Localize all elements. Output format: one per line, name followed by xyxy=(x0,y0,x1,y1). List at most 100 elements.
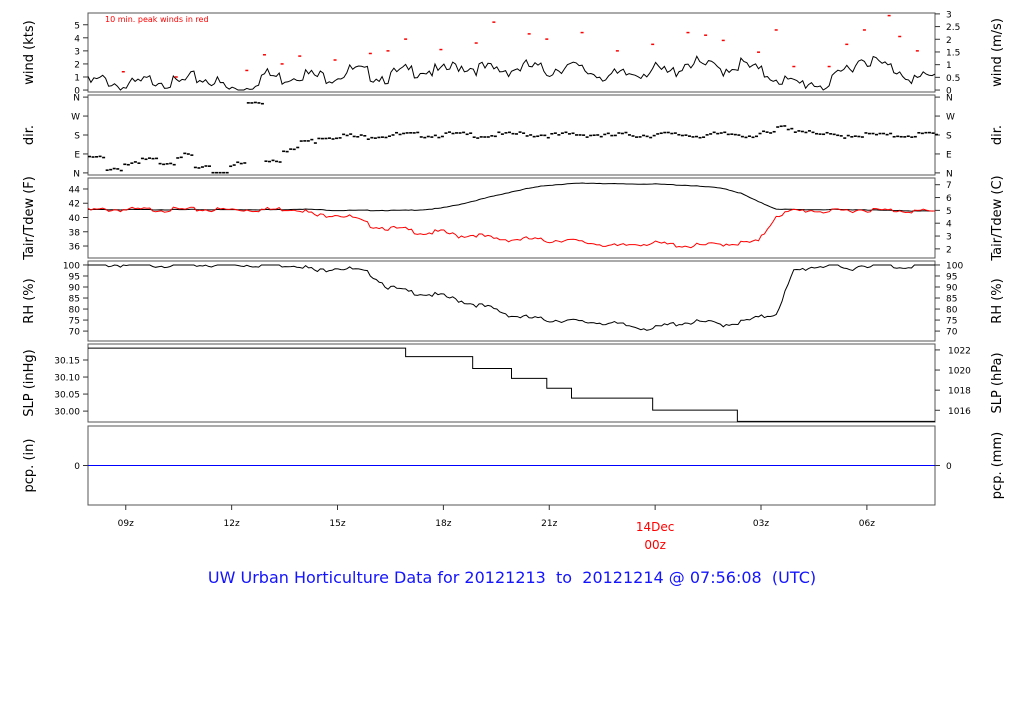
wind-direction-point xyxy=(783,125,787,127)
wind-direction-point xyxy=(867,132,871,135)
wind-direction-point xyxy=(709,133,713,135)
wind-direction-point xyxy=(539,134,543,137)
wind-direction-point xyxy=(412,132,416,134)
wind-direction-point xyxy=(169,162,173,165)
y-tick-label: 30.05 xyxy=(54,391,80,401)
wind-direction-point xyxy=(299,140,303,142)
wind-direction-point xyxy=(282,150,286,153)
y-tick-label-right: W xyxy=(946,113,955,123)
y-tick-label-right: 80 xyxy=(946,306,958,316)
x-tick-label: 09z xyxy=(118,519,134,529)
wind-direction-point xyxy=(465,133,469,136)
wind-direction-point xyxy=(712,131,716,134)
wind-direction-point xyxy=(423,136,427,139)
wind-direction-point xyxy=(811,131,815,134)
wind-direction-point xyxy=(553,132,557,134)
y-tick-label: 42 xyxy=(69,200,80,210)
wind-direction-point xyxy=(303,140,307,142)
wind-direction-point xyxy=(550,132,554,135)
x-date-label: 14Dec xyxy=(636,520,675,534)
y-tick-label-right: 2.5 xyxy=(946,23,960,33)
y-tick-label-right: 2 xyxy=(946,36,952,46)
y-tick-label: 3 xyxy=(74,47,80,57)
wind-direction-point xyxy=(642,134,646,137)
wind-direction-point xyxy=(260,102,264,105)
wind-direction-point xyxy=(486,136,490,138)
wind-direction-point xyxy=(377,136,381,139)
wind-direction-point xyxy=(455,132,459,134)
wind-direction-point xyxy=(603,133,607,136)
y-tick-label: 70 xyxy=(69,328,81,338)
wind-direction-point xyxy=(924,131,928,134)
sea-level-pressure-line xyxy=(88,347,935,422)
wind-direction-point xyxy=(176,157,180,159)
wind-direction-point xyxy=(430,136,434,138)
wind-direction-point xyxy=(822,133,826,136)
wind-direction-point xyxy=(564,131,568,134)
wind-ylabel-right: wind (m/s) xyxy=(990,18,1005,87)
wind-direction-point xyxy=(680,134,684,137)
wind-direction-point xyxy=(444,132,448,134)
wind-direction-point xyxy=(437,136,441,139)
wind-direction-point xyxy=(197,167,201,169)
wind-direction-point xyxy=(363,135,367,137)
wind-direction-point xyxy=(582,134,586,136)
wind-direction-point xyxy=(151,157,155,160)
wind-direction-point xyxy=(631,135,635,137)
wind-direction-point xyxy=(793,131,797,133)
y-tick-label-right: 1020 xyxy=(948,367,971,377)
wind-direction-point xyxy=(472,136,476,139)
wind-direction-point xyxy=(109,168,113,171)
wind-direction-point xyxy=(95,156,99,158)
y-tick-label: 1 xyxy=(74,73,80,83)
wind-direction-point xyxy=(352,135,356,138)
wind-direction-point xyxy=(829,133,833,135)
wind-direction-point xyxy=(818,133,822,135)
wind-direction-point xyxy=(744,136,748,139)
wind-direction-point xyxy=(419,136,423,138)
y-tick-label: 0 xyxy=(74,87,80,97)
wind-direction-point xyxy=(892,135,896,138)
wind-direction-point xyxy=(571,132,575,135)
wind-direction-point xyxy=(200,166,204,168)
wind-direction-point xyxy=(253,101,257,104)
wind-direction-point xyxy=(476,137,480,139)
wind-direction-point xyxy=(507,131,511,134)
wind-direction-point xyxy=(670,132,674,135)
y-tick-label-right: 100 xyxy=(946,261,963,271)
wind-direction-point xyxy=(405,132,409,134)
y-tick-label-right: 6 xyxy=(946,194,952,204)
wind-direction-point xyxy=(747,135,751,138)
wind-direction-point xyxy=(207,165,211,167)
wind-direction-point xyxy=(225,171,229,174)
wind-direction-point xyxy=(804,131,808,134)
wind-direction-point xyxy=(239,162,243,165)
wind-direction-point xyxy=(575,134,579,136)
x-tick-label: 06z xyxy=(859,519,875,529)
wind-direction-point xyxy=(776,126,780,128)
relative-humidity-line xyxy=(88,264,935,331)
wind-direction-point xyxy=(536,135,540,138)
y-tick-label-right: 4 xyxy=(946,220,952,230)
wind-direction-point xyxy=(409,132,413,134)
peak-wind-annotation: 10 min. peak winds in red xyxy=(105,15,209,24)
wind-direction-point xyxy=(599,135,603,138)
wind-direction-point xyxy=(349,133,353,135)
wind-panel-frame xyxy=(87,12,936,93)
wind-direction-point xyxy=(116,168,120,170)
wind-direction-point xyxy=(102,156,106,159)
y-tick-label-right: 70 xyxy=(946,328,958,338)
temp-ylabel-right: Tair/Tdew (C) xyxy=(990,175,1005,261)
wind-direction-point xyxy=(913,135,917,138)
wind-direction-point xyxy=(186,153,190,155)
wind-direction-point xyxy=(864,132,868,134)
dir-panel-frame xyxy=(87,94,936,176)
wind-direction-point xyxy=(162,163,166,166)
wind-direction-point xyxy=(264,160,268,162)
wind-direction-point xyxy=(88,155,91,158)
wind-direction-point xyxy=(356,135,360,138)
wind-direction-point xyxy=(663,131,667,134)
wind-direction-point xyxy=(320,137,324,140)
wind-direction-point xyxy=(462,131,466,134)
